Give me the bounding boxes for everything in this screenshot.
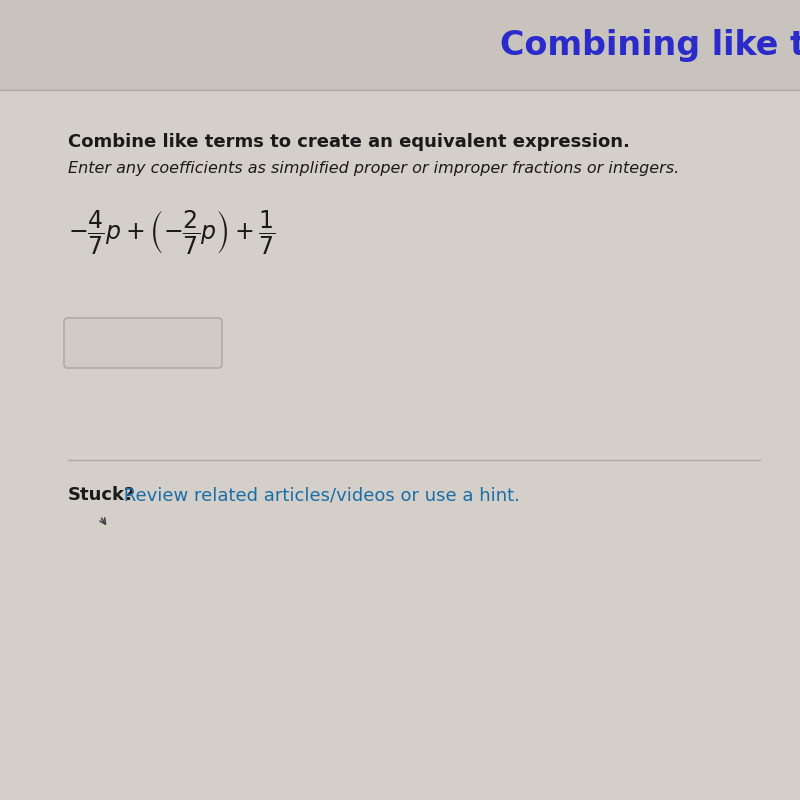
Text: Stuck?: Stuck? [68, 486, 135, 504]
FancyBboxPatch shape [64, 318, 222, 368]
Text: Combine like terms to create an equivalent expression.: Combine like terms to create an equivale… [68, 133, 630, 151]
Text: Enter any coefficients as simplified proper or improper fractions or integers.: Enter any coefficients as simplified pro… [68, 161, 679, 175]
Text: Review related articles/videos or use a hint.: Review related articles/videos or use a … [118, 486, 520, 504]
Bar [0, 0, 800, 90]
Text: Combining like terms with rationa: Combining like terms with rationa [500, 29, 800, 62]
Text: $-\dfrac{4}{7}p + \left(-\dfrac{2}{7}p\right) + \dfrac{1}{7}$: $-\dfrac{4}{7}p + \left(-\dfrac{2}{7}p\r… [68, 208, 276, 256]
